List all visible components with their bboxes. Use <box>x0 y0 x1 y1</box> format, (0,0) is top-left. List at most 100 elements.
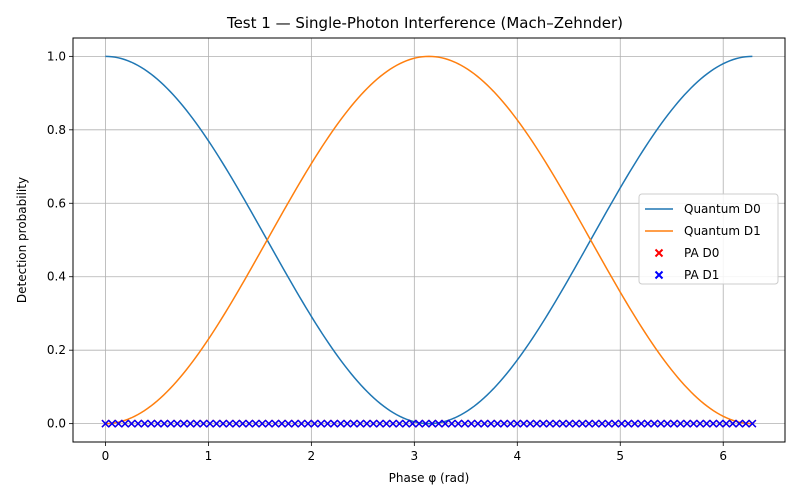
scatter-point <box>225 419 234 428</box>
scatter-point <box>467 419 476 428</box>
y-tick-label: 0.2 <box>47 343 66 357</box>
scatter-point <box>441 419 450 428</box>
x-tick-label: 3 <box>411 449 419 463</box>
legend-label: PA D0 <box>684 246 719 260</box>
axes-frame <box>72 37 786 443</box>
y-tick-label: 0.8 <box>47 123 66 137</box>
legend: Quantum D0 Quantum D1 PA D0 PA D1 <box>638 193 779 285</box>
scatter-point <box>624 419 633 428</box>
scatter-point <box>395 419 404 428</box>
scatter-point <box>369 419 378 428</box>
scatter-point <box>604 419 613 428</box>
scatter-point <box>205 419 214 428</box>
scatter-point <box>460 419 469 428</box>
scatter-point <box>493 419 502 428</box>
scatter-point <box>434 419 443 428</box>
y-axis-label: Detection probability <box>15 177 29 303</box>
x-tick-label: 2 <box>308 449 316 463</box>
series-line-quantum-d1 <box>105 55 753 425</box>
scatter-point <box>519 419 528 428</box>
legend-label: Quantum D0 <box>684 202 761 216</box>
series-layer <box>101 55 757 428</box>
scatter-point <box>421 419 430 428</box>
scatter-point <box>375 419 384 428</box>
scatter-point <box>585 419 593 428</box>
scatter-point <box>310 419 319 428</box>
scatter-point <box>669 419 678 428</box>
scatter-point <box>101 419 110 428</box>
scatter-point <box>565 419 574 428</box>
scatter-point <box>153 419 162 428</box>
scatter-point <box>702 419 711 428</box>
scatter-point <box>251 419 260 428</box>
scatter-point <box>571 419 580 428</box>
y-tick-label: 0.0 <box>47 417 66 431</box>
scatter-point <box>526 419 535 428</box>
legend-marker-swatch <box>654 248 664 258</box>
scatter-point <box>304 419 313 428</box>
scatter-point <box>552 419 561 428</box>
scatter-point <box>134 419 143 428</box>
scatter-point <box>650 419 659 428</box>
scatter-point <box>656 419 665 428</box>
scatter-point <box>402 419 411 428</box>
scatter-point <box>683 419 692 428</box>
x-axis-label: Phase φ (rad) <box>389 471 470 485</box>
scatter-point <box>486 419 495 428</box>
scatter-point <box>741 419 750 428</box>
scatter-point <box>558 419 567 428</box>
scatter-point <box>617 419 626 428</box>
x-tick-label: 1 <box>205 449 213 463</box>
scatter-point <box>317 419 326 428</box>
scatter-point <box>689 419 698 428</box>
scatter-point <box>630 419 639 428</box>
series-line-quantum-d0 <box>105 55 753 425</box>
scatter-point <box>663 419 672 428</box>
scatter-point <box>232 419 241 428</box>
x-tick-label: 6 <box>719 449 727 463</box>
scatter-point <box>473 419 482 428</box>
scatter-point <box>284 419 293 428</box>
scatter-point <box>290 419 299 428</box>
scatter-point <box>336 419 345 428</box>
scatter-point <box>598 419 607 428</box>
scatter-point <box>297 419 306 428</box>
scatter-point <box>545 419 554 428</box>
scatter-point <box>591 419 600 428</box>
scatter-point <box>107 419 116 428</box>
scatter-point <box>212 419 221 428</box>
scatter-point <box>415 419 424 428</box>
legend-label: PA D1 <box>684 268 719 282</box>
scatter-point <box>192 419 201 428</box>
scatter-point <box>349 419 358 428</box>
scatter-point <box>121 419 130 428</box>
series-markers-pa-d1 <box>101 419 757 428</box>
legend-marker-swatch <box>654 270 664 280</box>
scatter-point <box>539 419 548 428</box>
scatter-point <box>513 419 522 428</box>
scatter-point <box>362 419 371 428</box>
scatter-point <box>643 419 652 428</box>
scatter-point <box>127 419 136 428</box>
scatter-point <box>506 419 515 428</box>
scatter-point <box>245 419 254 428</box>
scatter-point <box>238 419 247 428</box>
scatter-point <box>388 419 397 428</box>
scatter-point <box>258 419 267 428</box>
scatter-point <box>140 419 149 428</box>
scatter-point <box>160 419 169 428</box>
scatter-point <box>271 419 280 428</box>
scatter-point <box>199 419 208 428</box>
scatter-point <box>748 419 757 428</box>
scatter-point <box>735 419 744 428</box>
scatter-point <box>382 419 391 428</box>
scatter-point <box>715 419 724 428</box>
scatter-point <box>447 419 456 428</box>
chart-title: Test 1 — Single-Photon Interference (Mac… <box>226 14 623 32</box>
scatter-point <box>219 419 228 428</box>
scatter-point <box>722 419 731 428</box>
scatter-point <box>676 419 685 428</box>
scatter-point <box>173 419 182 428</box>
scatter-point <box>500 419 509 428</box>
